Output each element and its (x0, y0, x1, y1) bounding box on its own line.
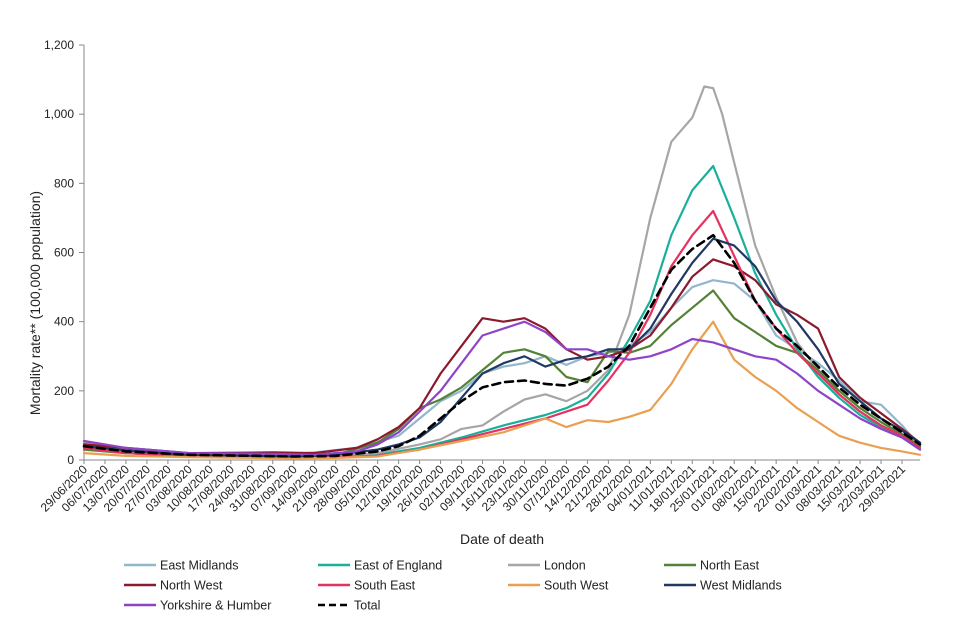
legend-item: West Midlands (664, 579, 782, 593)
axes: 02004006008001,0001,20029/06/202006/07/2… (38, 38, 920, 515)
series-line-yorkshire-humber (82, 320, 922, 456)
legend-item: London (508, 559, 586, 573)
legend-item: Total (318, 599, 380, 613)
legend-item: Yorkshire & Humber (124, 599, 271, 613)
legend-label: East of England (354, 559, 442, 573)
legend-label: Yorkshire & Humber (160, 599, 271, 613)
series-line-total (82, 233, 922, 458)
series-line-north-east (82, 289, 922, 458)
series-line-south-west (82, 320, 922, 460)
legend-label: West Midlands (700, 579, 782, 593)
series-lines (82, 85, 922, 460)
legend-item: East of England (318, 559, 442, 573)
legend-label: North West (160, 579, 223, 593)
y-tick-label: 200 (54, 384, 74, 398)
legend-label: South East (354, 579, 416, 593)
legend-label: East Midlands (160, 559, 239, 573)
y-tick-label: 0 (67, 453, 74, 467)
y-tick-label: 800 (54, 176, 74, 190)
series-line-london (82, 85, 922, 459)
y-tick-label: 1,200 (44, 38, 74, 52)
legend-item: South West (508, 579, 609, 593)
legend-label: Total (354, 599, 380, 613)
legend-label: North East (700, 559, 760, 573)
y-tick-label: 1,000 (44, 107, 74, 121)
x-axis-title: Date of death (460, 531, 544, 547)
legend: East Midlands East of England London North … (124, 559, 782, 613)
legend-label: South West (544, 579, 609, 593)
legend-label: London (544, 559, 586, 573)
y-axis-title: Mortality rate** (100,000 population) (27, 191, 43, 415)
y-tick-label: 600 (54, 246, 74, 260)
series-line-north-west (82, 258, 922, 455)
y-tick-label: 400 (54, 315, 74, 329)
legend-item: South East (318, 579, 416, 593)
legend-item: East Midlands (124, 559, 239, 573)
legend-item: North East (664, 559, 760, 573)
legend-item: North West (124, 579, 223, 593)
